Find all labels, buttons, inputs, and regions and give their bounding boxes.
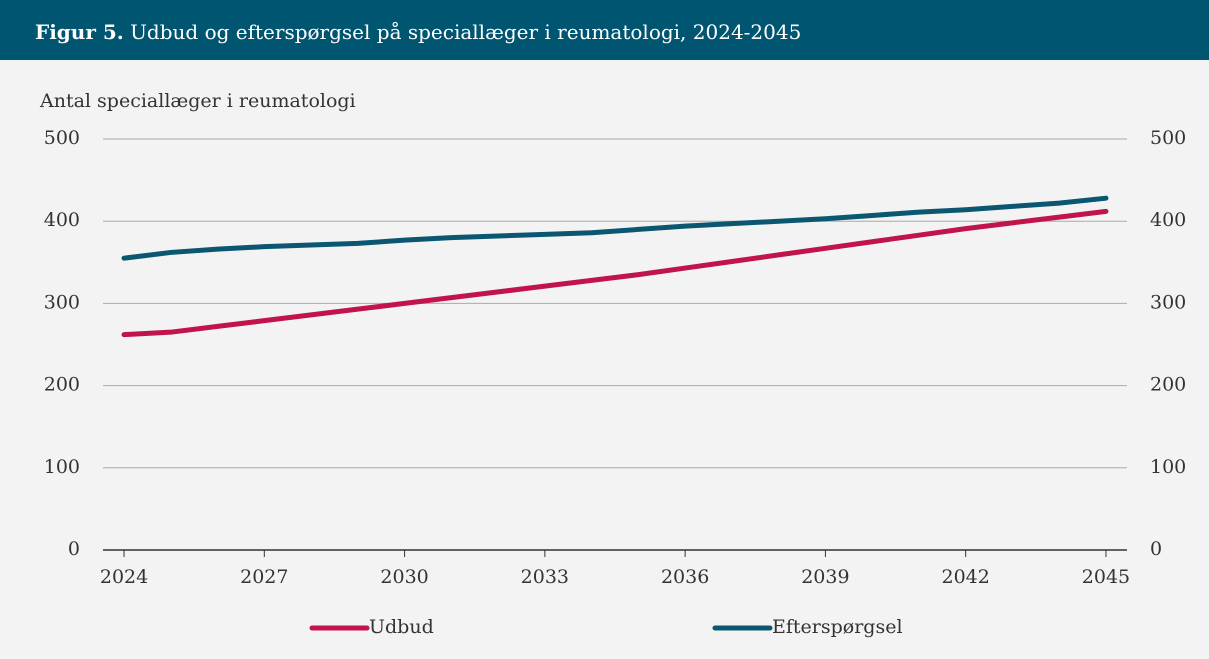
header: Figur 5. Udbud og efterspørgsel på speci… (0, 0, 1209, 60)
y-tick-label: 200 (44, 374, 80, 396)
series-line (121, 208, 1109, 338)
y2-tick-label: 400 (1150, 209, 1186, 231)
legend-label: Udbud (369, 616, 434, 638)
chart: Antal speciallæger i reumatologi 0 100 200… (39, 90, 1186, 638)
figure-title: Udbud og efterspørgsel på speciallæger i… (130, 20, 802, 44)
y-tick-label: 500 (44, 127, 80, 149)
y-tick-label: 400 (44, 209, 80, 231)
y2-tick-label: 200 (1150, 374, 1186, 396)
x-tick-label: 2030 (380, 566, 428, 588)
x-tick-label: 2024 (100, 566, 148, 588)
x-tick-label: 2045 (1082, 566, 1130, 588)
x-tick-label: 2033 (521, 566, 569, 588)
y2-tick-label: 0 (1150, 538, 1162, 560)
x-tick-label: 2036 (661, 566, 709, 588)
y-axis-label: Antal speciallæger i reumatologi (39, 90, 356, 112)
y2-tick-label: 100 (1150, 456, 1186, 478)
x-tick-label: 2039 (801, 566, 849, 588)
x-tick-label: 2042 (942, 566, 990, 588)
y-tick-label: 0 (68, 538, 80, 560)
figure-label: Figur 5. (35, 20, 124, 44)
y2-tick-label: 500 (1150, 127, 1186, 149)
x-tick-label: 2027 (240, 566, 288, 588)
y2-tick-label: 300 (1150, 291, 1186, 313)
y-tick-label: 100 (44, 456, 80, 478)
legend-label: Efterspørgsel (772, 616, 903, 638)
series-line (121, 195, 1109, 261)
y-tick-label: 300 (44, 291, 80, 313)
